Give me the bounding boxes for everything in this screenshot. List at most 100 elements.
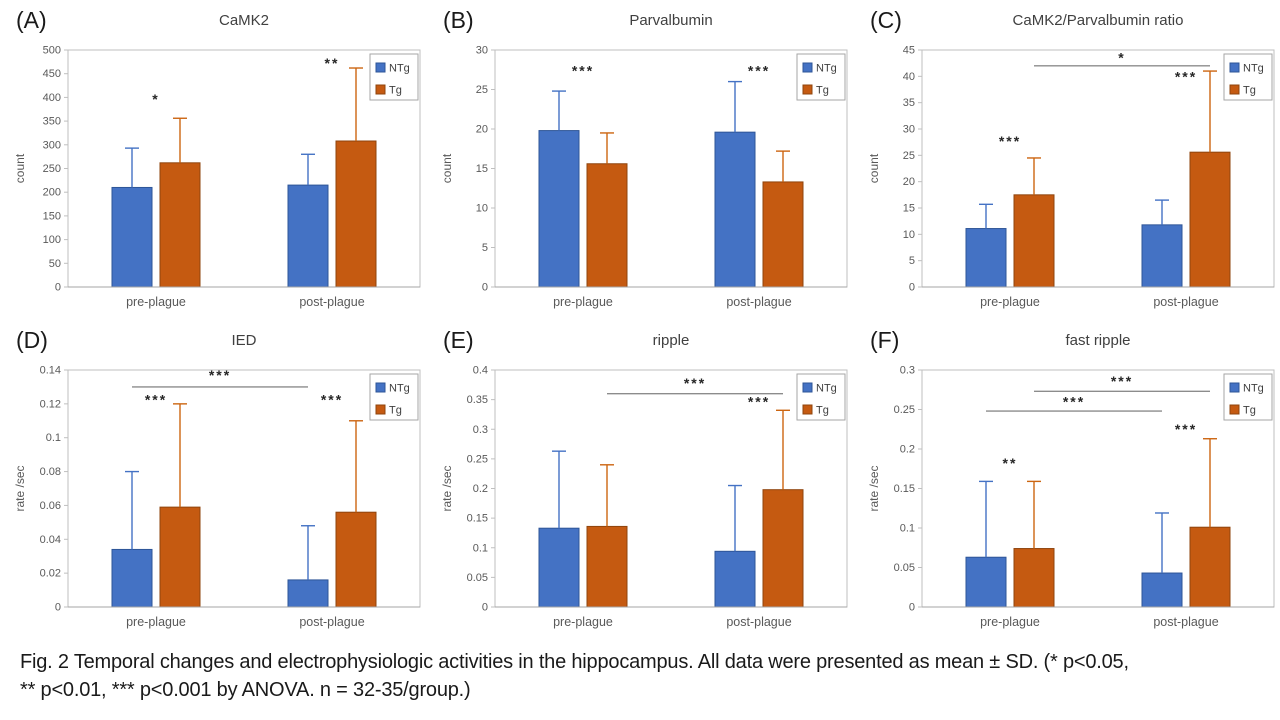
y-axis-label: count (440, 153, 454, 183)
significance-stars: *** (1175, 421, 1197, 437)
legend-swatch-tg (802, 84, 813, 95)
legend: NTg Tg (369, 373, 419, 421)
legend-label-ntg: NTg (389, 63, 410, 75)
figure-2: (A) CaMK2 count 0 50 100 150 200 250 300 350 400 450… (0, 0, 1280, 704)
legend-swatch-ntg (802, 382, 813, 393)
significance-stars: *** (145, 391, 167, 407)
x-category-label: post-plague (299, 295, 364, 309)
bar-ntg-post-plague (1141, 572, 1183, 608)
y-tick-label: 0 (482, 602, 488, 614)
legend: NTg Tg (369, 53, 419, 101)
y-tick-label: 0.14 (40, 365, 61, 377)
y-tick-label: 0.05 (467, 572, 488, 584)
y-tick-label: 0.08 (40, 466, 61, 478)
significance-stars: * (1118, 49, 1125, 65)
legend-label-tg: Tg (816, 405, 829, 417)
x-category-label: post-plague (726, 615, 791, 629)
y-tick-label: 0.05 (894, 562, 915, 574)
legend-label-ntg: NTg (1243, 63, 1264, 75)
caption-line-1: Fig. 2 Temporal changes and electrophysi… (20, 651, 1129, 673)
figure-caption: Fig. 2 Temporal changes and electrophysi… (20, 648, 1280, 704)
y-tick-label: 45 (903, 45, 915, 57)
panel-letter: (A) (16, 7, 47, 33)
ied-chart: (D) IED rate /sec 0 0.02 0.04 0.06 0.08 0.1 0.12 0… (13, 327, 421, 629)
y-tick-label: 0.2 (473, 483, 488, 495)
bar-tg-post-plague (335, 140, 377, 288)
panel-ied: (D) IED rate /sec 0 0.02 0.04 0.06 0.08 0.1 0.12 0… (0, 320, 427, 640)
bar-tg-pre-plague (1013, 194, 1055, 288)
chart-title: fast ripple (1065, 332, 1130, 349)
y-tick-label: 0.1 (900, 523, 915, 535)
y-tick-label: 5 (909, 255, 915, 267)
y-tick-label: 0 (909, 602, 915, 614)
bar-tg-pre-plague (586, 163, 628, 288)
y-tick-label: 35 (903, 97, 915, 109)
significance-stars: *** (1063, 393, 1085, 409)
y-tick-label: 40 (903, 71, 915, 83)
parvalbumin-chart: (B) Parvalbumin count 0 5 10 15 20 25 30 pre-plagu… (440, 7, 848, 309)
y-tick-label: 0.3 (900, 365, 915, 377)
legend-swatch-tg (375, 84, 386, 95)
legend: NTg Tg (796, 53, 846, 101)
legend: NTg Tg (1223, 373, 1273, 421)
bar-ntg-post-plague (1141, 224, 1183, 288)
y-tick-label: 0.35 (467, 394, 488, 406)
x-category-label: pre-plague (553, 615, 613, 629)
legend-label-ntg: NTg (1243, 383, 1264, 395)
legend-label-tg: Tg (389, 405, 402, 417)
x-category-label: pre-plague (553, 295, 613, 309)
panel-camk2-parvalbumin-ratio: (C) CaMK2/Parvalbumin ratio count 0 5 10 15 20 2… (854, 0, 1280, 320)
legend-label-tg: Tg (389, 85, 402, 97)
significance-stars: *** (999, 133, 1021, 149)
y-tick-label: 0.25 (894, 404, 915, 416)
bar-ntg-post-plague (714, 131, 756, 288)
significance-stars: *** (1111, 373, 1133, 389)
bar-ntg-pre-plague (965, 556, 1007, 608)
ripple-chart: (E) ripple rate /sec 0 0.05 0.1 0.15 0.2 0.25 0.3… (440, 327, 848, 629)
y-tick-label: 0 (55, 602, 61, 614)
bar-tg-post-plague (1189, 526, 1231, 608)
fast-ripple-chart: (F) fast ripple rate /sec 0 0.05 0.1 0.15 0.2 0.… (867, 327, 1275, 629)
x-category-label: pre-plague (980, 615, 1040, 629)
y-tick-label: 0 (55, 282, 61, 294)
y-tick-label: 15 (476, 163, 488, 175)
y-tick-label: 0.3 (473, 424, 488, 436)
legend-swatch-ntg (375, 382, 386, 393)
y-tick-label: 0.1 (46, 432, 61, 444)
significance-stars: *** (572, 62, 594, 78)
caption-line-2: ** p<0.01, *** p<0.001 by ANOVA. n = 32-… (20, 679, 471, 701)
legend-label-ntg: NTg (389, 383, 410, 395)
legend-swatch-ntg (1229, 62, 1240, 73)
x-category-label: pre-plague (126, 295, 186, 309)
y-tick-label: 0 (482, 282, 488, 294)
legend-swatch-ntg (802, 62, 813, 73)
significance-stars: *** (748, 394, 770, 410)
x-category-label: post-plague (1153, 295, 1218, 309)
bar-tg-pre-plague (159, 506, 201, 608)
y-tick-label: 20 (476, 124, 488, 136)
legend-swatch-ntg (1229, 382, 1240, 393)
x-category-label: post-plague (299, 615, 364, 629)
camk2-parvalbumin-ratio-chart: (C) CaMK2/Parvalbumin ratio count 0 5 10 15 20 2… (867, 7, 1275, 309)
y-tick-label: 30 (476, 45, 488, 57)
legend-swatch-tg (1229, 84, 1240, 95)
bar-tg-pre-plague (1013, 548, 1055, 608)
panel-letter: (B) (443, 7, 474, 33)
legend-label-tg: Tg (816, 85, 829, 97)
legend-label-ntg: NTg (816, 63, 837, 75)
y-axis-label: rate /sec (440, 465, 454, 511)
y-tick-label: 200 (43, 187, 61, 199)
legend-label-tg: Tg (1243, 85, 1256, 97)
y-axis-label: count (867, 153, 881, 183)
y-tick-label: 0.2 (900, 444, 915, 456)
y-tick-label: 25 (476, 84, 488, 96)
legend-label-tg: Tg (1243, 405, 1256, 417)
y-tick-label: 0.15 (894, 483, 915, 495)
significance-stars: *** (321, 391, 343, 407)
y-tick-label: 20 (903, 176, 915, 188)
camk2-chart: (A) CaMK2 count 0 50 100 150 200 250 300 350 400 450… (13, 7, 421, 309)
y-tick-label: 450 (43, 68, 61, 80)
y-tick-label: 5 (482, 242, 488, 254)
y-tick-label: 350 (43, 116, 61, 128)
significance-stars: *** (748, 62, 770, 78)
